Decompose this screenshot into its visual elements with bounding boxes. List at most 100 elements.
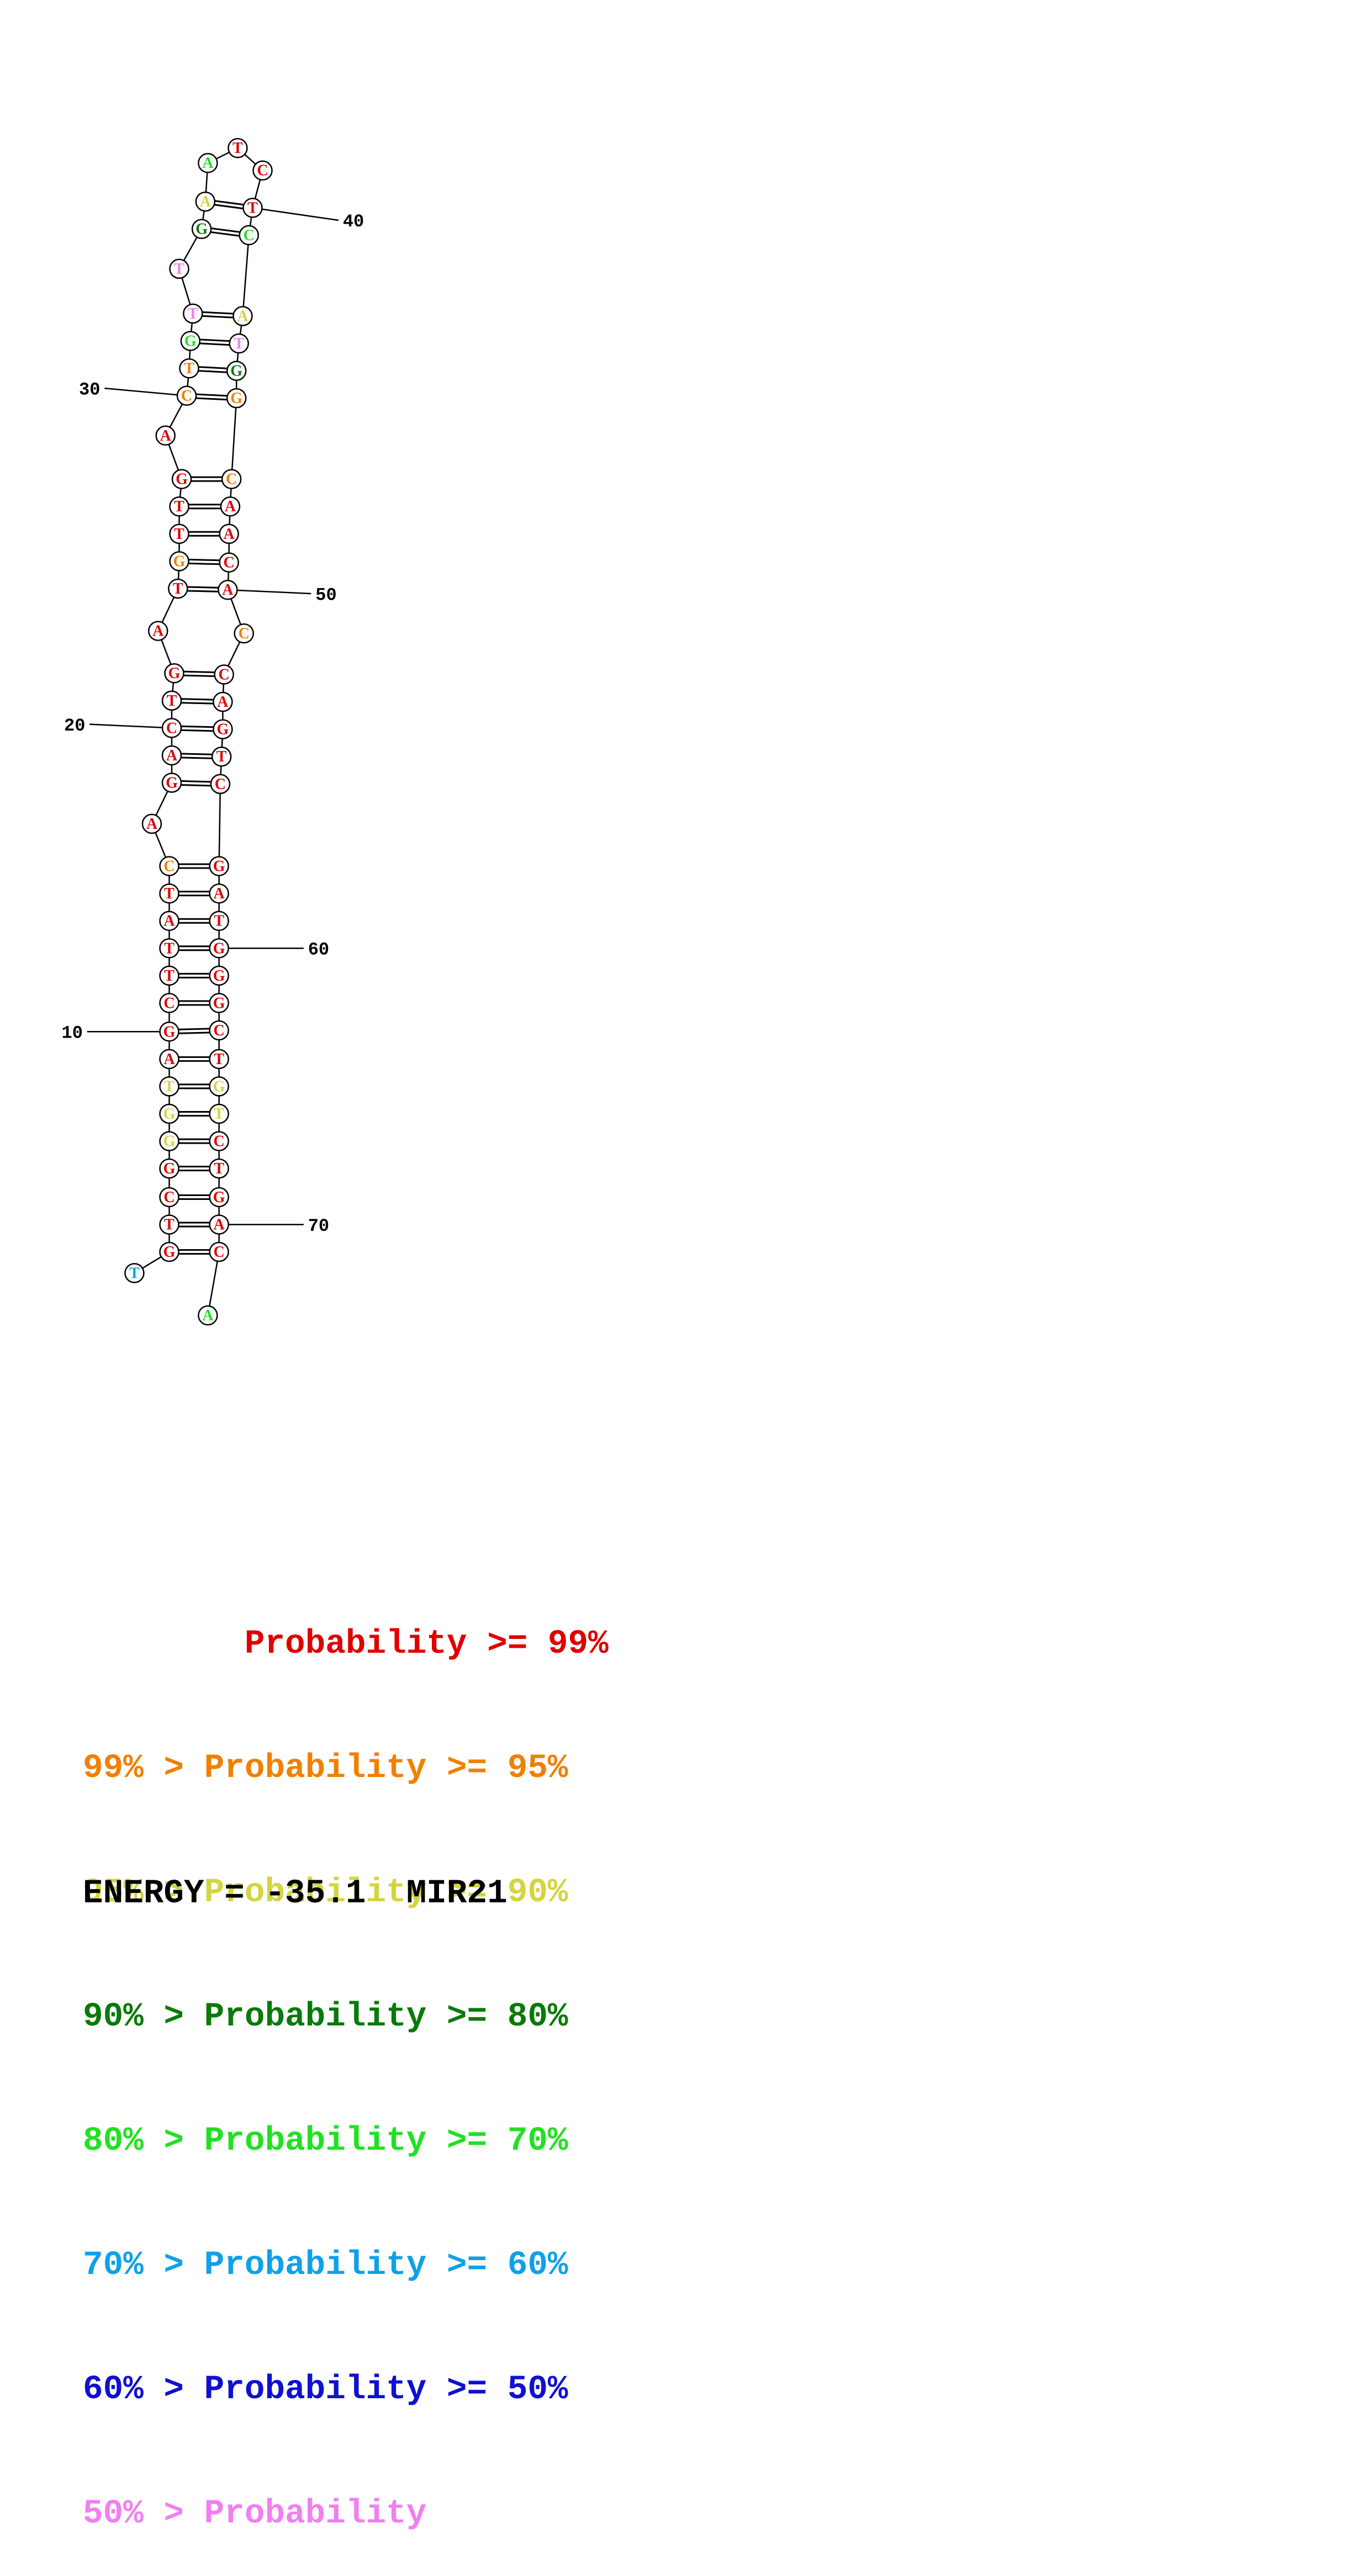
nucleotide: C	[210, 774, 231, 795]
nucleotide-letter: G	[166, 775, 178, 792]
legend-row-99: Probability >= 99%	[83, 1625, 609, 1663]
nucleotide: G	[159, 1241, 179, 1262]
nucleotide: T	[209, 1103, 229, 1124]
nucleotide-letter: C	[226, 471, 237, 488]
nucleotide-circle	[198, 152, 218, 173]
nucleotide-circle	[214, 664, 234, 685]
nucleotide: A	[232, 306, 253, 326]
position-label: 20	[64, 716, 85, 736]
nucleotide-circle	[252, 160, 273, 181]
nucleotide-letter: G	[213, 940, 225, 957]
nucleotide: T	[124, 1263, 145, 1283]
nucleotide-letter: G	[213, 858, 225, 875]
nucleotide-letter: A	[202, 155, 214, 172]
position-tick	[89, 723, 172, 729]
nucleotide-circle	[159, 938, 179, 959]
nucleotide-letter: A	[224, 526, 235, 543]
nucleotide-circle	[209, 1241, 229, 1262]
nucleotide-letter: C	[163, 995, 175, 1012]
nucleotide: T	[159, 883, 179, 904]
nucleotide: A	[159, 911, 179, 931]
nucleotide-letter: T	[129, 1265, 140, 1282]
nucleotide-circle	[159, 1103, 179, 1124]
nucleotide: A	[161, 745, 182, 766]
nucleotide-circle	[213, 719, 233, 739]
nucleotide-letter: C	[239, 625, 250, 642]
nucleotide-circle	[161, 773, 182, 793]
nucleotide: A	[195, 191, 216, 212]
nucleotide: A	[209, 883, 229, 904]
nucleotide-letter: G	[213, 1078, 225, 1095]
nucleotide: G	[209, 1076, 229, 1097]
position-tick	[104, 387, 187, 396]
nucleotide: A	[220, 496, 241, 517]
nucleotide: G	[209, 965, 229, 986]
nucleotide: T	[209, 1158, 229, 1179]
nucleotide: G	[171, 469, 192, 489]
nucleotide-circle	[229, 333, 249, 354]
nucleotide: C	[234, 623, 254, 644]
nucleotide-circle	[179, 358, 199, 379]
nucleotide-letter: T	[164, 1078, 175, 1095]
nucleotide-letter: T	[184, 360, 194, 377]
nucleotide-letter: T	[174, 261, 184, 278]
nucleotide-circle	[219, 523, 239, 544]
nucleotide-circle	[164, 663, 184, 684]
nucleotide-circle	[161, 745, 182, 766]
nucleotide-letter: T	[214, 1160, 224, 1177]
nucleotide: A	[213, 691, 233, 712]
nucleotide-letter: G	[163, 1023, 176, 1040]
legend-row-70: 80% > Probability >= 70%	[83, 2122, 568, 2160]
nucleotide-circle	[169, 496, 189, 517]
legend-row-below-50: 50% > Probability	[83, 2495, 427, 2533]
nucleotide-letter: C	[214, 1133, 225, 1150]
position-tick	[228, 589, 311, 595]
nucleotide: G	[180, 331, 201, 351]
nucleotide: T	[228, 137, 248, 158]
nucleotide-circle	[221, 469, 242, 489]
nucleotide: T	[183, 303, 203, 324]
nucleotide-circle	[232, 306, 253, 326]
nucleotide: G	[191, 219, 212, 239]
nucleotide: G	[159, 1158, 179, 1179]
nucleotide-circle	[239, 225, 259, 246]
nucleotide-circle	[226, 388, 247, 409]
nucleotide-circle	[209, 883, 229, 904]
nucleotide-letter: G	[163, 1244, 176, 1261]
nucleotide-letter: T	[232, 140, 243, 157]
nucleotide-circle	[176, 385, 197, 406]
backbone-segment	[218, 784, 221, 866]
nucleotide-circle	[213, 691, 233, 712]
nucleotide: T	[209, 911, 229, 931]
nucleotide: T	[229, 333, 249, 354]
legend-row-95: 99% > Probability >= 95%	[83, 1749, 568, 1787]
nucleotide-circle	[161, 690, 182, 711]
backbone-segment	[207, 1251, 220, 1316]
nucleotide-letter: A	[214, 1216, 225, 1234]
nucleotide-circle	[159, 1049, 179, 1070]
nucleotide-circle	[159, 856, 179, 876]
nucleotide-circle	[168, 578, 188, 599]
nucleotide: T	[242, 198, 263, 218]
nucleotide-circle	[219, 552, 239, 573]
backbone-segment	[230, 398, 237, 479]
nucleotide: A	[198, 1305, 218, 1326]
nucleotide-letter: C	[215, 776, 226, 793]
nucleotide-circle	[209, 993, 229, 1013]
nucleotide-letter: A	[163, 1051, 175, 1068]
nucleotide-letter: C	[257, 162, 268, 179]
nucleotide-letter: T	[164, 885, 175, 902]
nucleotide: G	[213, 719, 233, 739]
nucleotide-letter: G	[230, 390, 242, 407]
nucleotide-letter: T	[216, 748, 227, 765]
nucleotide-circle	[209, 1158, 229, 1179]
nucleotide-circle	[209, 1131, 229, 1151]
nucleotide-letter: A	[217, 694, 229, 711]
nucleotide-circle	[159, 883, 179, 904]
nucleotide: G	[159, 1022, 179, 1042]
nucleotide-circle	[209, 1103, 229, 1124]
nucleotide: C	[209, 1020, 229, 1041]
nucleotide-circle	[183, 303, 203, 324]
energy-label: ENERGY = -35.1 MIR21	[83, 1875, 508, 1913]
nucleotide-letter: T	[247, 199, 258, 216]
